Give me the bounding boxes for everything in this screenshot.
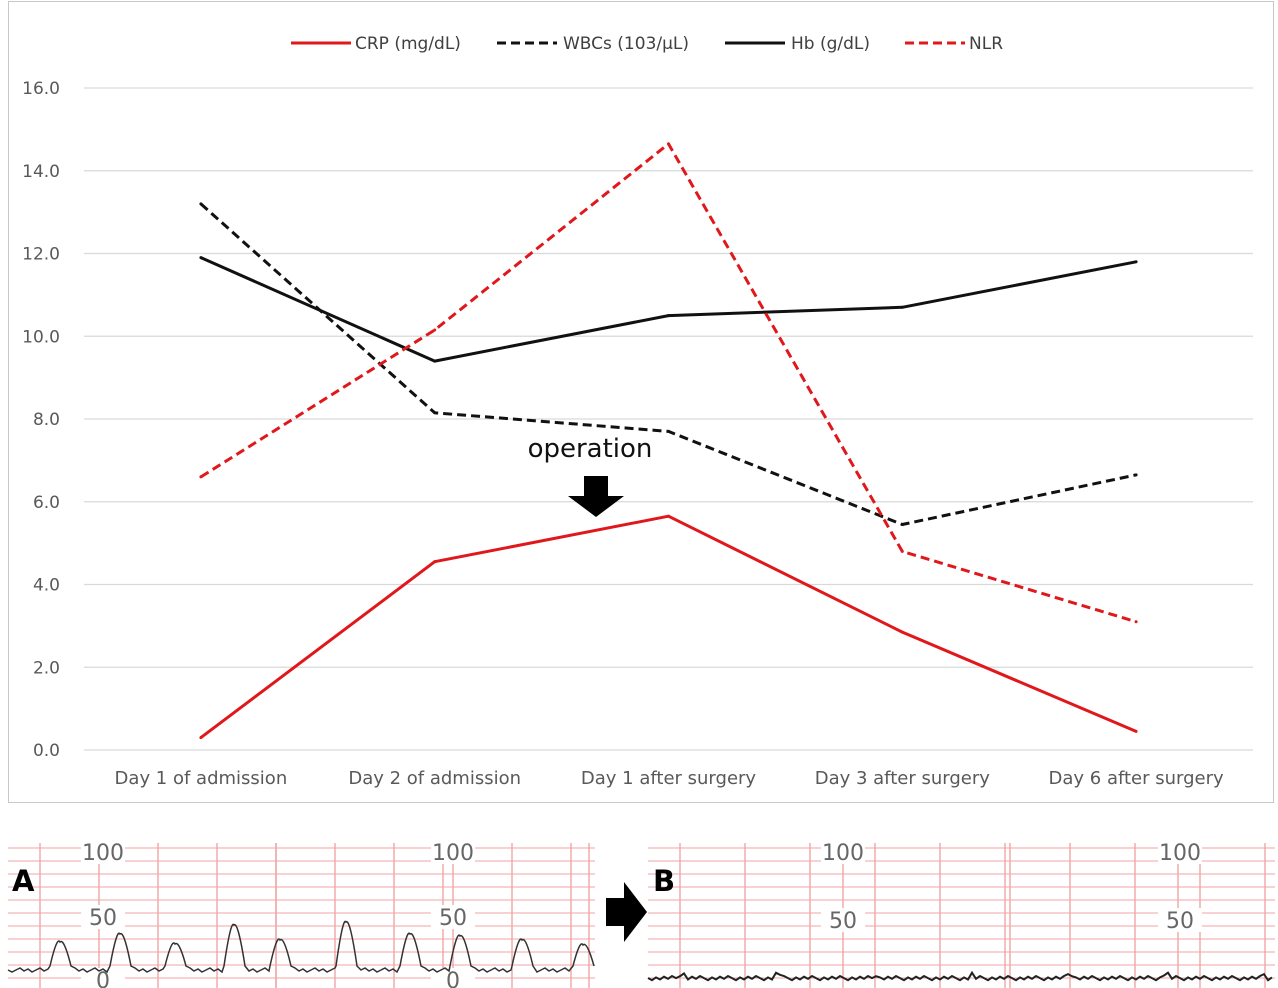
y-tick-label: 8.0 bbox=[33, 410, 60, 430]
ctg-panel-a-tick-labels: 100 100 50 50 0 0 bbox=[81, 840, 475, 988]
data-point bbox=[667, 514, 670, 518]
ctg-label-bg bbox=[1158, 908, 1202, 932]
y-axis-ticks: 0.0 2.0 4.0 6.0 8.0 10.0 12.0 14.0 16.0 bbox=[22, 79, 60, 761]
ctg-label-bg bbox=[821, 840, 865, 864]
legend-label: CRP (mg/dL) bbox=[355, 34, 461, 54]
ctg-tick-label: 100 bbox=[822, 841, 864, 866]
ctg-tick-label: 100 bbox=[1159, 841, 1201, 866]
legend-label: WBCs (103/μL) bbox=[563, 34, 689, 54]
data-point bbox=[900, 305, 904, 309]
y-tick-label: 12.0 bbox=[22, 245, 60, 265]
data-point bbox=[433, 359, 437, 363]
data-point bbox=[1134, 729, 1138, 733]
ctg-label-bg bbox=[431, 968, 475, 988]
data-point bbox=[667, 429, 670, 433]
data-point bbox=[667, 142, 670, 146]
ctg-tick-label: 0 bbox=[446, 969, 460, 988]
ctg-tick-label: 0 bbox=[96, 969, 110, 988]
y-tick-label: 14.0 bbox=[22, 162, 60, 182]
ctg-tick-label: 50 bbox=[439, 906, 467, 931]
ctg-tick-label: 100 bbox=[82, 841, 124, 866]
data-point bbox=[667, 314, 670, 318]
data-point bbox=[199, 256, 203, 260]
data-point bbox=[199, 736, 203, 740]
right-arrow-icon bbox=[606, 882, 647, 942]
data-point bbox=[900, 630, 904, 634]
data-point bbox=[199, 475, 203, 479]
data-point bbox=[1134, 473, 1138, 477]
y-tick-label: 6.0 bbox=[33, 493, 60, 513]
data-point bbox=[433, 328, 437, 332]
ctg-tick-label: 50 bbox=[89, 906, 117, 931]
data-point bbox=[199, 202, 203, 206]
x-tick-label: Day 1 of admission bbox=[115, 768, 288, 789]
ctg-panel-a: 100 100 50 50 0 0 A bbox=[7, 840, 595, 988]
ctg-tick-label: 50 bbox=[1166, 909, 1194, 934]
ctg-label-bg bbox=[431, 905, 475, 929]
panel-b-label: B bbox=[653, 864, 675, 898]
lab-trend-chart: 0.0 2.0 4.0 6.0 8.0 10.0 12.0 14.0 16.0 Day 1 of… bbox=[8, 1, 1274, 803]
legend-label: Hb (g/dL) bbox=[791, 34, 870, 54]
ctg-tick-label: 100 bbox=[432, 841, 474, 866]
legend: CRP (mg/dL) WBCs (103/μL) Hb (g/dL) NLR bbox=[291, 34, 1003, 54]
x-axis-ticks: Day 1 of admission Day 2 of admission Day … bbox=[115, 768, 1224, 789]
ctg-panel-b-tick-labels: 100 100 50 50 bbox=[821, 840, 1202, 934]
x-tick-label: Day 3 after surgery bbox=[815, 768, 991, 789]
legend-label: NLR bbox=[969, 34, 1003, 54]
data-point bbox=[1134, 620, 1138, 624]
data-point bbox=[433, 560, 437, 564]
gridlines bbox=[84, 87, 1253, 751]
y-tick-label: 16.0 bbox=[22, 79, 60, 99]
x-tick-label: Day 6 after surgery bbox=[1049, 768, 1225, 789]
ctg-label-bg bbox=[81, 905, 125, 929]
y-tick-label: 2.0 bbox=[33, 658, 60, 678]
ctg-label-bg bbox=[431, 840, 475, 864]
ctg-label-bg bbox=[821, 908, 865, 932]
data-point bbox=[900, 549, 904, 553]
panel-a-label: A bbox=[12, 864, 35, 898]
data-point bbox=[900, 523, 904, 527]
x-tick-label: Day 2 of admission bbox=[348, 768, 521, 789]
ctg-label-bg bbox=[81, 968, 125, 988]
ctg-panel-b: 100 100 50 50 B bbox=[647, 840, 1275, 988]
x-tick-label: Day 1 after surgery bbox=[581, 768, 757, 789]
operation-annotation: operation bbox=[528, 434, 653, 464]
ctg-label-bg bbox=[81, 840, 125, 864]
ctg-panel-b-trace bbox=[647, 970, 1273, 982]
ctg-label-bg bbox=[1158, 840, 1202, 864]
y-tick-label: 0.0 bbox=[33, 741, 60, 761]
data-point bbox=[1134, 260, 1138, 264]
chart-frame bbox=[8, 1, 1274, 803]
data-point bbox=[433, 411, 437, 415]
y-tick-label: 10.0 bbox=[22, 327, 60, 347]
series-lines bbox=[199, 142, 1138, 740]
y-tick-label: 4.0 bbox=[33, 576, 60, 596]
down-arrow-icon bbox=[568, 476, 624, 517]
ctg-tick-label: 50 bbox=[829, 909, 857, 934]
ctg-panel-a-trace bbox=[7, 920, 595, 974]
